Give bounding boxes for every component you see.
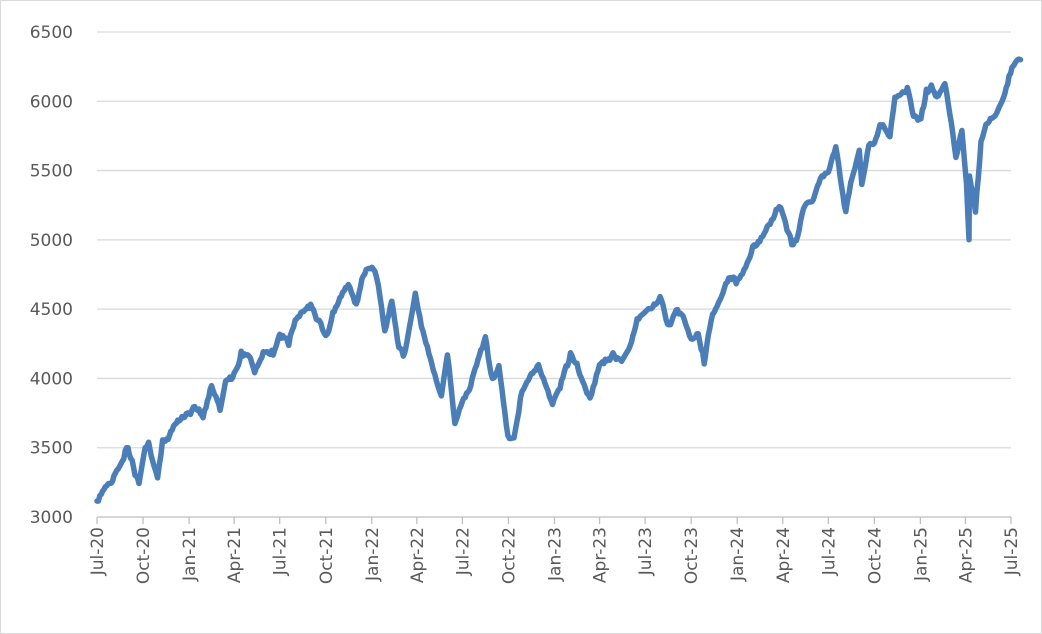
y-tick-label: 5000 — [30, 231, 73, 251]
x-tick-label: Apr-21 — [225, 527, 245, 583]
x-tick-label: Jan-23 — [546, 527, 566, 582]
x-tick-label: Jan-24 — [728, 527, 748, 582]
x-tick-label: Oct-23 — [682, 527, 702, 584]
series-line-0 — [94, 56, 1024, 504]
x-tick-label: Jul-23 — [636, 527, 656, 576]
x-tick-label: Jan-25 — [911, 527, 931, 582]
y-tick-label: 6500 — [30, 23, 73, 43]
x-tick-label: Oct-21 — [317, 527, 337, 584]
x-tick-label: Jul-22 — [453, 527, 473, 576]
x-tick-label: Oct-20 — [134, 527, 154, 584]
x-tick-label: Oct-22 — [499, 527, 519, 584]
y-tick-label: 4500 — [30, 300, 73, 320]
x-tick-label: Jul-20 — [88, 527, 108, 576]
gridlines — [97, 31, 1011, 449]
x-tick-label: Jul-21 — [271, 527, 291, 576]
y-tick-label: 4000 — [30, 369, 73, 389]
y-tick-label: 3000 — [30, 508, 73, 528]
x-tick-label: Apr-24 — [774, 527, 794, 583]
x-tick-label: Apr-23 — [591, 527, 611, 583]
x-tick-label: Jan-21 — [180, 527, 200, 582]
y-tick-label: 3500 — [30, 439, 73, 459]
series-layer — [94, 56, 1024, 504]
x-tick-label: Jul-25 — [1002, 527, 1022, 576]
y-tick-label: 5500 — [30, 162, 73, 182]
y-tick-label: 6000 — [30, 92, 73, 112]
x-tick-label: Apr-22 — [408, 527, 428, 583]
y-axis: 3000 3500 4000 4500 5000 5500 6000 6500 — [30, 23, 73, 528]
x-tick-label: Jan-22 — [363, 527, 383, 582]
x-tick-label: Apr-25 — [956, 527, 976, 583]
x-tick-label: Oct-24 — [865, 527, 885, 584]
x-axis: Jul-20 Oct-20 Jan-21 Apr-21 Jul-21 Oct-21 Jan-… — [88, 516, 1022, 584]
x-tick-label: Jul-24 — [819, 527, 839, 576]
